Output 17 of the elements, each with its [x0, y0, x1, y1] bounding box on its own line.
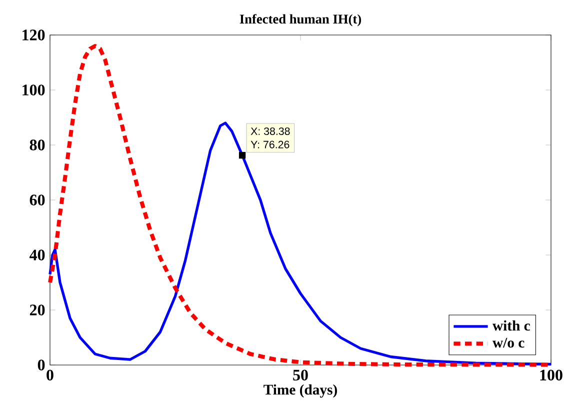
- annotation: Y: 76.26: [250, 140, 290, 148]
- x-tick-label: 100: [540, 370, 562, 380]
- y-tick-label: 80: [30, 140, 45, 150]
- annotation: X: 38.38: [250, 127, 290, 136]
- y-tick-label: 40: [30, 250, 45, 260]
- y-tick-label: 20: [30, 304, 45, 316]
- line-series: [48, 122, 552, 366]
- legend-label: with c: [492, 320, 530, 331]
- y-tick-label: 60: [30, 194, 45, 206]
- y-tick-label: 100: [22, 84, 45, 96]
- chart-title: Infected human IH(t): [240, 14, 362, 26]
- x-tick-label: 50: [293, 370, 308, 380]
- x-tick-label: 0: [46, 370, 54, 380]
- y-tick-label: 120: [22, 30, 45, 40]
- legend-label: w/o c: [492, 338, 524, 348]
- y-tick-label: 0: [38, 360, 45, 370]
- x-axis-title: Time (days): [264, 384, 337, 398]
